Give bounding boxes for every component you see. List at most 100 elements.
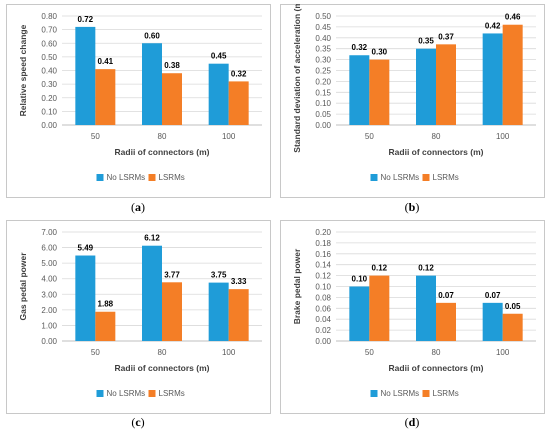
data-label: 0.07: [485, 291, 501, 300]
y-tick-label: 3.00: [41, 290, 57, 299]
y-tick-label: 0.30: [315, 56, 331, 65]
legend-swatch-lsrms: [148, 174, 156, 181]
y-axis-title: Relative speed change: [18, 24, 28, 116]
data-label: 0.38: [164, 61, 180, 70]
y-tick-label: 0.25: [315, 67, 331, 76]
data-label: 0.72: [78, 15, 94, 24]
data-label: 6.12: [144, 234, 160, 243]
y-tick-label: 0.30: [41, 80, 57, 89]
y-tick-label: 7.00: [41, 228, 57, 237]
data-label: 0.35: [418, 37, 434, 46]
data-label: 5.49: [78, 244, 94, 253]
data-label: 3.33: [231, 277, 247, 286]
legend-label-lsrms: LSRMs: [159, 173, 185, 182]
chart-c: 0.00 1.00 2.00 3.00 4.00 5.00 6.00 7.00 5.49 1.88…: [6, 220, 271, 414]
y-tick-label: 2.00: [41, 306, 57, 315]
bar-no-lsrms-50: [349, 55, 370, 125]
y-tick-label: 0.40: [41, 67, 57, 76]
data-label: 0.60: [144, 31, 160, 40]
chart-b: 0.00 0.05 0.10 0.15 0.200.25 0.30 0.35 0.40 0.45…: [280, 4, 545, 198]
bar-lsrms-50: [95, 311, 116, 341]
data-label: 0.32: [231, 69, 247, 78]
legend-label-lsrms: LSRMs: [433, 389, 459, 398]
y-tick-label: 0.20: [315, 77, 331, 86]
bar-lsrms-80: [162, 282, 182, 341]
x-tick-label: 100: [222, 132, 236, 141]
legend-swatch-lsrms: [148, 390, 156, 397]
y-axis-title: Brake pedal power: [292, 248, 302, 324]
y-tick-label: 0.00: [315, 121, 331, 130]
x-axis-title: Radii of connectors (m): [115, 363, 210, 373]
y-tick-label: 0.20: [315, 228, 331, 237]
data-label: 0.05: [505, 302, 521, 311]
bar-lsrms-80: [436, 44, 456, 126]
legend-label-no-lsrms: No LSRMs: [381, 389, 420, 398]
x-axis-title: Radii of connectors (m): [389, 363, 484, 373]
bar-no-lsrms-50: [75, 255, 96, 341]
y-tick-label: 0.00: [41, 121, 57, 130]
panel-label-a: (a): [131, 200, 145, 214]
y-tick-label: 0.18: [315, 239, 331, 248]
data-label: 0.42: [485, 21, 501, 30]
data-label: 0.30: [372, 48, 388, 57]
legend-label-no-lsrms: No LSRMs: [107, 173, 146, 182]
data-label: 0.32: [352, 43, 368, 52]
y-tick-label: 0.10: [315, 99, 331, 108]
y-tick-label: 4.00: [41, 275, 57, 284]
bar-lsrms-100: [228, 81, 249, 125]
legend-label-no-lsrms: No LSRMs: [381, 173, 420, 182]
legend-swatch-no-lsrms: [370, 174, 378, 181]
x-tick-label: 80: [432, 348, 441, 357]
bar-no-lsrms-100: [208, 63, 229, 125]
data-label: 0.37: [438, 32, 454, 41]
bar-lsrms-80: [162, 73, 182, 125]
chart-panel-a: 0.00 0.10 0.20 0.30 0.40 0.50 0.60 0.70 0.80 0.72…: [6, 4, 271, 198]
legend-swatch-no-lsrms: [370, 390, 378, 397]
data-label: 3.77: [164, 270, 180, 279]
y-tick-label: 0.45: [315, 23, 331, 32]
y-tick-label: 0.14: [315, 261, 331, 270]
data-label: 1.88: [98, 300, 114, 309]
y-tick-label: 0.20: [41, 94, 57, 103]
chart-a: 0.00 0.10 0.20 0.30 0.40 0.50 0.60 0.70 0.80 0.72…: [6, 4, 271, 198]
bar-lsrms-50: [95, 69, 116, 125]
x-tick-label: 100: [222, 348, 236, 357]
chart-panel-c: 0.00 1.00 2.00 3.00 4.00 5.00 6.00 7.00 5.49 1.88…: [6, 220, 271, 414]
data-label: 0.07: [438, 291, 454, 300]
bar-no-lsrms-80: [142, 43, 162, 125]
bar-no-lsrms-100: [482, 302, 503, 341]
x-axis-title: Radii of connectors (m): [115, 147, 210, 157]
bar-no-lsrms-80: [416, 275, 436, 341]
y-tick-label: 0.12: [315, 272, 331, 281]
chart-d: 0.000.020.040.060.080.100.120.140.160.18…: [280, 220, 545, 414]
y-tick-label: 0.70: [41, 26, 57, 35]
bar-lsrms-100: [502, 313, 523, 341]
x-tick-label: 50: [365, 132, 374, 141]
bar-lsrms-100: [228, 289, 249, 341]
legend-swatch-no-lsrms: [96, 390, 104, 397]
panel-label-b: (b): [404, 200, 420, 214]
y-axis-title: Standard deviation of acceleration (m/s²…: [292, 4, 302, 153]
y-tick-label: 0.80: [41, 12, 57, 21]
y-tick-label: 0.00: [41, 337, 57, 346]
legend-label-lsrms: LSRMs: [433, 173, 459, 182]
data-label: 0.46: [505, 13, 521, 22]
y-tick-label: 0.04: [315, 315, 331, 324]
y-tick-label: 0.06: [315, 304, 331, 313]
y-tick-label: 0.50: [315, 12, 331, 21]
bar-lsrms-50: [369, 275, 390, 341]
x-tick-label: 100: [496, 132, 510, 141]
legend-swatch-lsrms: [422, 390, 430, 397]
bar-no-lsrms-100: [482, 33, 503, 125]
data-label: 0.45: [211, 52, 227, 61]
y-tick-label: 1.00: [41, 321, 57, 330]
x-tick-label: 80: [158, 132, 167, 141]
y-tick-label: 0.08: [315, 293, 331, 302]
y-tick-label: 0.00: [315, 337, 331, 346]
legend-label-no-lsrms: No LSRMs: [107, 389, 146, 398]
y-tick-label: 6.00: [41, 244, 57, 253]
y-tick-label: 0.10: [41, 107, 57, 116]
legend-label-lsrms: LSRMs: [159, 389, 185, 398]
y-tick-label: 0.40: [315, 34, 331, 43]
bar-lsrms-80: [436, 302, 456, 341]
